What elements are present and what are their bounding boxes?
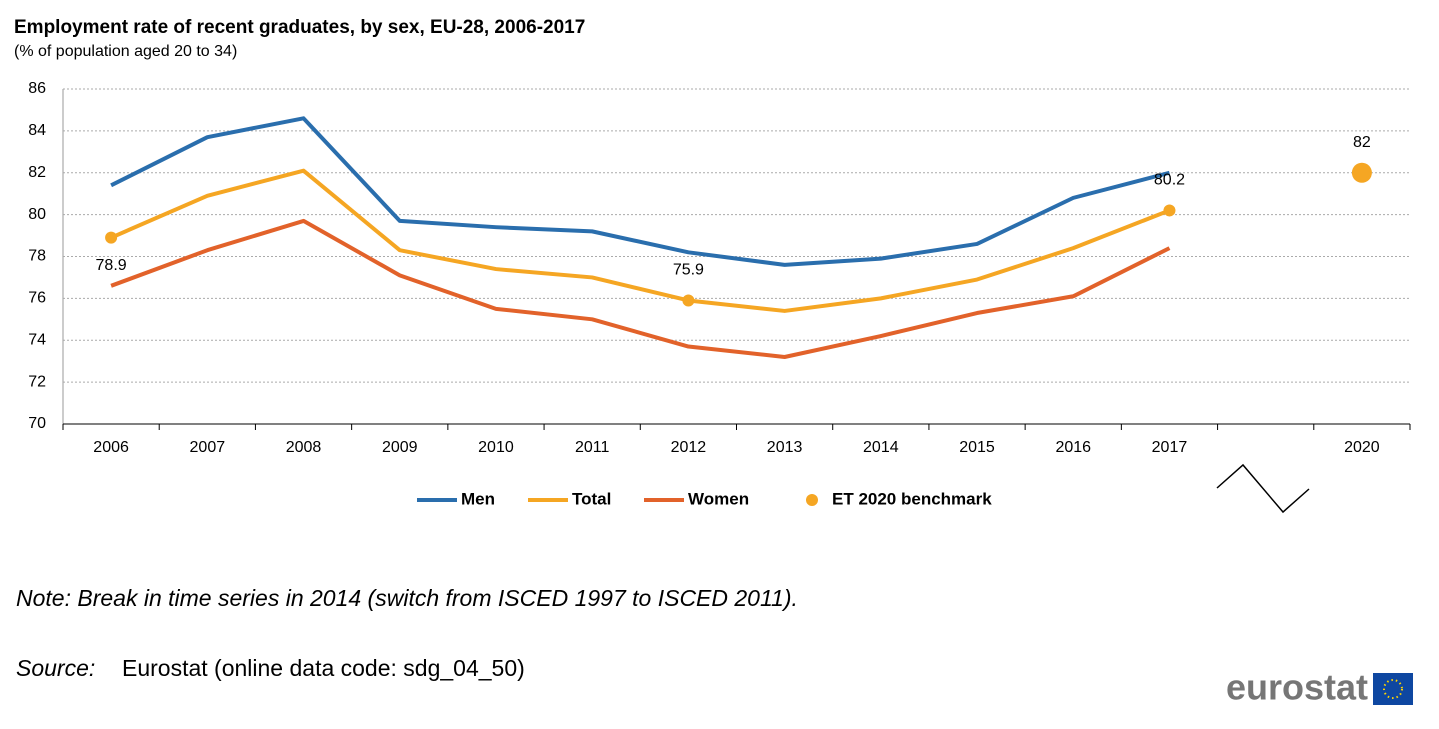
legend-label: ET 2020 benchmark xyxy=(832,489,992,508)
x-tick-label: 2013 xyxy=(767,439,803,456)
data-label: 82 xyxy=(1353,134,1371,151)
chart-title: Employment rate of recent graduates, by … xyxy=(14,17,585,38)
logo-text: eurostat xyxy=(1226,667,1368,708)
y-tick-label: 80 xyxy=(28,206,46,223)
axis-break xyxy=(1216,463,1310,514)
legend-marker xyxy=(806,494,818,506)
x-tick-label: 2012 xyxy=(671,439,707,456)
chart-subtitle: (% of population aged 20 to 34) xyxy=(14,43,237,60)
series-line xyxy=(110,116,1170,267)
y-tick-label: 72 xyxy=(28,373,46,390)
legend-label: Women xyxy=(688,489,749,508)
x-tick-label: 2007 xyxy=(190,439,226,456)
note: Note: Break in time series in 2014 (swit… xyxy=(16,585,798,611)
y-tick-label: 74 xyxy=(28,331,46,348)
x-tick-label: 2008 xyxy=(286,439,322,456)
legend-label: Total xyxy=(572,489,611,508)
data-label: 80.2 xyxy=(1154,172,1185,189)
source-label: Source: xyxy=(16,655,95,681)
series-line xyxy=(110,218,1171,359)
y-tick-label: 70 xyxy=(28,415,46,432)
y-tick-label: 76 xyxy=(28,290,46,307)
x-tick-label: 2015 xyxy=(959,439,995,456)
x-tick-label: 2009 xyxy=(382,439,418,456)
x-tick-label: 2017 xyxy=(1152,439,1188,456)
legend-label: Men xyxy=(461,489,495,508)
eu-flag xyxy=(1373,673,1413,705)
x-tick-label: 2010 xyxy=(478,439,514,456)
benchmark-dot xyxy=(1351,162,1372,183)
point-marker xyxy=(682,294,695,307)
y-tick-label: 84 xyxy=(28,122,46,139)
y-tick-label: 86 xyxy=(28,80,46,97)
x-tick-label: 2006 xyxy=(93,439,129,456)
point-marker xyxy=(105,231,118,244)
y-tick-label: 82 xyxy=(28,164,46,181)
x-tick-label: 2014 xyxy=(863,439,899,456)
series-line xyxy=(110,168,1171,313)
point-marker xyxy=(1163,204,1176,217)
x-tick-label: 2020 xyxy=(1344,439,1380,456)
data-label: 78.9 xyxy=(96,257,127,274)
data-label: 75.9 xyxy=(673,262,704,279)
y-tick-label: 78 xyxy=(28,248,46,265)
source: Eurostat (online data code: sdg_04_50) xyxy=(122,655,525,681)
x-tick-label: 2011 xyxy=(575,439,610,456)
x-tick-label: 2016 xyxy=(1055,439,1091,456)
